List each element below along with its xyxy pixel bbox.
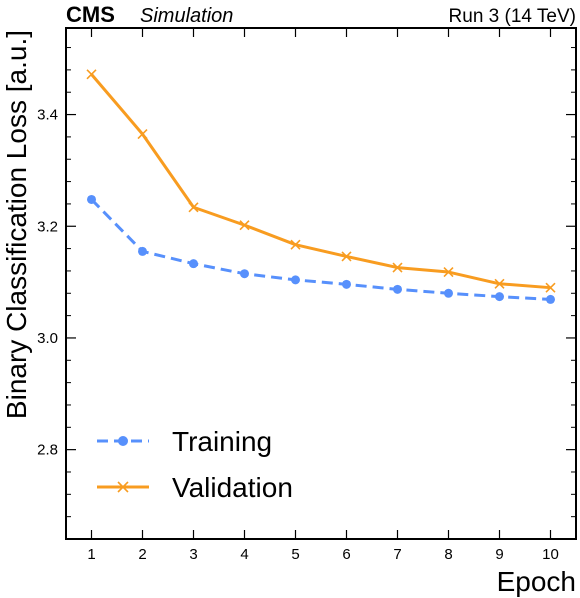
training-point: [240, 269, 249, 279]
validation-point: [443, 266, 454, 278]
validation-line: [90, 73, 551, 290]
legend-marker-validation: [117, 481, 129, 493]
validation-point: [392, 262, 403, 273]
y-tick-label: 2.8: [37, 442, 58, 459]
training-point: [444, 288, 453, 298]
training-point: [546, 294, 555, 304]
x-tick-label: 5: [291, 546, 299, 563]
validation-point: [137, 129, 148, 140]
x-tick-label: 7: [393, 546, 401, 563]
validation-point: [545, 282, 556, 293]
legend-label-validation: Validation: [172, 472, 293, 503]
validation-point: [239, 220, 250, 231]
training-point: [189, 259, 198, 269]
x-tick-label: 2: [138, 546, 146, 563]
x-tick-label: 6: [342, 546, 350, 563]
x-tick-label: 4: [240, 546, 248, 563]
training-point: [87, 194, 96, 204]
y-tick-label: 3.0: [37, 330, 58, 347]
validation-point: [341, 251, 352, 262]
training-point: [138, 246, 147, 256]
training-point: [291, 275, 300, 285]
x-axis-title: Epoch: [497, 566, 576, 597]
validation-point: [188, 202, 199, 213]
experiment-label: CMS: [66, 2, 115, 27]
legend-label-training: Training: [172, 426, 272, 457]
validation-point: [494, 278, 505, 289]
training-point: [495, 292, 504, 302]
validation-point: [86, 69, 97, 80]
x-tick-label: 10: [542, 546, 559, 563]
simulation-label: Simulation: [140, 5, 233, 27]
legend-marker-training: [118, 436, 128, 446]
validation-point: [290, 239, 301, 250]
y-tick-label: 3.4: [37, 107, 58, 124]
x-tick-label: 1: [87, 546, 95, 563]
training-point: [342, 279, 351, 289]
x-tick-label: 8: [444, 546, 452, 563]
legend-entry-validation: Validation: [97, 472, 293, 503]
training-point: [393, 284, 402, 294]
plot-frame: [65, 27, 577, 540]
x-tick-label: 3: [189, 546, 197, 563]
x-tick-label: 9: [495, 546, 503, 563]
legend-entry-training: Training: [97, 426, 272, 457]
y-tick-label: 3.2: [37, 218, 58, 235]
y-axis-title: Binary Classification Loss [a.u.]: [1, 30, 32, 419]
run-info-label: Run 3 (14 TeV): [449, 6, 576, 27]
